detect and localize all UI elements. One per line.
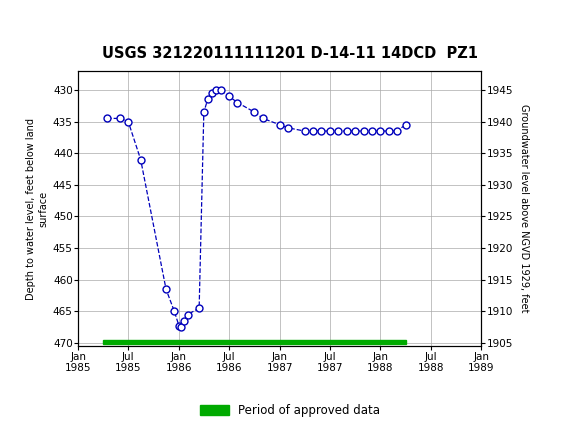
Y-axis label: Depth to water level, feet below land
surface: Depth to water level, feet below land su… (26, 117, 49, 300)
Text: USGS: USGS (41, 11, 100, 30)
Text: USGS 321220111111201 D-14-11 14DCD  PZ1: USGS 321220111111201 D-14-11 14DCD PZ1 (102, 46, 478, 61)
Y-axis label: Groundwater level above NGVD 1929, feet: Groundwater level above NGVD 1929, feet (519, 104, 529, 313)
Legend: Period of approved data: Period of approved data (195, 399, 385, 422)
Bar (103, 340, 405, 344)
Text: ≋: ≋ (3, 9, 24, 32)
